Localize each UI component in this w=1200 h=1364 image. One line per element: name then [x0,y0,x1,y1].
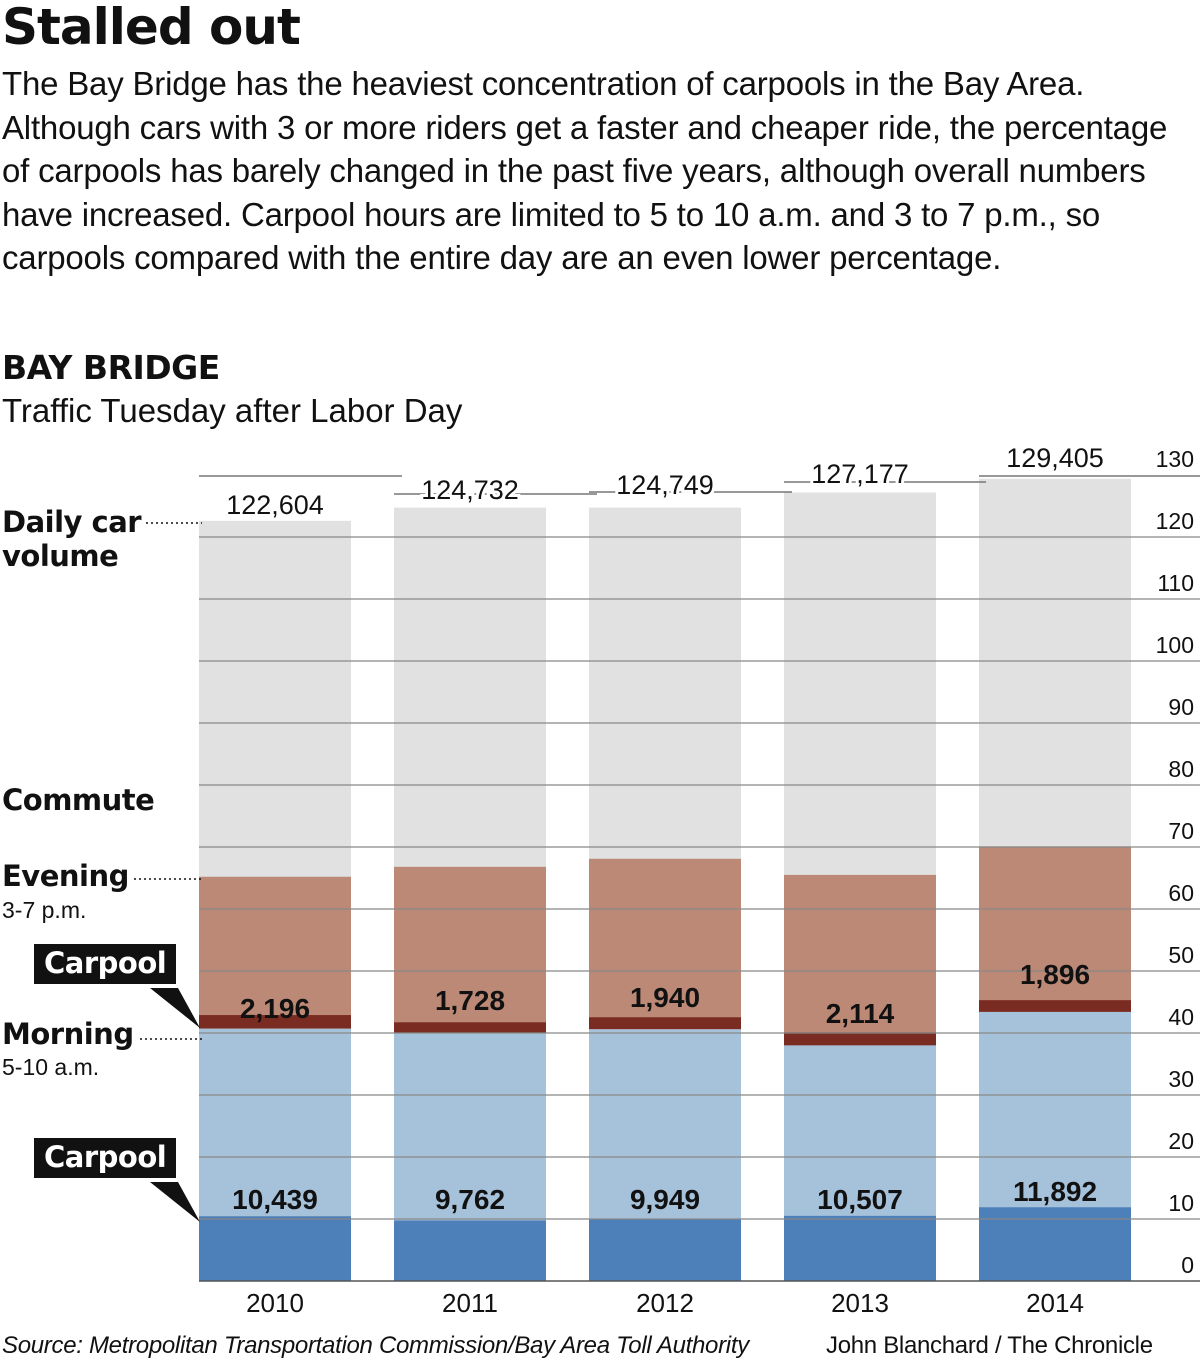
morning-label: Morning [2,1017,134,1051]
bar-morning-carpool-2014 [979,1207,1131,1281]
bar-evening-carpool-2012 [589,1017,741,1030]
x-tick-label: 2013 [831,1288,889,1318]
y-tick-label: 90 [1168,694,1194,720]
bar-evening-carpool-2013 [784,1032,936,1046]
credit: John Blanchard / The Chronicle [826,1332,1153,1359]
bar-evening-carpool-2010 [199,1015,351,1029]
evening-carpool-badge: Carpool [34,944,177,984]
daily-volume-value: 124,749 [616,470,714,500]
y-tick-label: 100 [1156,632,1194,658]
y-tick-label: 50 [1168,942,1194,968]
bar-evening-carpool-2014 [979,1000,1131,1012]
bar-morning-carpool-2012 [589,1219,741,1281]
y-tick-label: 10 [1168,1190,1194,1216]
bar-evening-2013 [784,874,936,1046]
daily-volume-value: 124,732 [421,475,519,505]
evening-carpool-value: 1,940 [630,982,700,1013]
morning-carpool-pointer [150,1182,200,1222]
page-title: Stalled out [2,0,301,56]
bar-evening-2014 [979,846,1131,1012]
daily-volume-value: 122,604 [226,490,324,520]
evening-carpool-pointer [150,988,200,1028]
y-tick-label: 30 [1168,1066,1194,1092]
morning-carpool-value: 9,949 [630,1184,700,1215]
stacked-bar-chart: 0 10 20 30 40 50 60 70 80 90 100 110 120 130 2010 2011 2… [134,440,1200,1318]
y-tick-label: 80 [1168,756,1194,782]
x-tick-label: 2014 [1026,1288,1084,1318]
bar-morning-carpool-2011 [394,1220,546,1281]
daily-volume-value: 129,405 [1006,443,1104,473]
evening-carpool-value: 2,196 [240,993,310,1024]
evening-carpool-value: 1,896 [1020,959,1090,990]
y-tick-label: 70 [1168,818,1194,844]
evening-carpool-value: 1,728 [435,985,505,1016]
morning-carpool-value: 10,439 [232,1184,318,1215]
morning-carpool-badge: Carpool [34,1138,177,1178]
daily-volume-value: 127,177 [811,459,909,489]
daily-volume-label: Daily car volume [2,505,142,573]
evening-hours-label: 3-7 p.m. [2,897,87,923]
bar-evening-2011 [394,866,546,1033]
chart-subtitle: Traffic Tuesday after Labor Day [2,392,463,429]
y-tick-label: 130 [1156,446,1194,472]
description: The Bay Bridge has the heaviest concentr… [2,65,1168,277]
evening-carpool-value: 2,114 [826,998,895,1029]
y-tick-label: 40 [1168,1004,1194,1030]
commute-label: Commute [2,783,155,817]
bar-evening-2012 [589,858,741,1030]
evening-label: Evening [2,859,129,893]
x-tick-label: 2012 [636,1288,694,1318]
morning-carpool-value: 11,892 [1013,1176,1097,1207]
morning-carpool-value: 10,507 [817,1184,903,1215]
y-tick-label: 120 [1156,508,1194,534]
daily-volume-label-line2: volume [2,539,119,573]
y-tick-label: 110 [1157,570,1194,596]
morning-carpool-value: 9,762 [435,1184,505,1215]
daily-volume-label-line1: Daily car [2,505,142,539]
x-tick-label: 2010 [246,1288,304,1318]
bar-evening-carpool-2011 [394,1022,546,1033]
source-note: Source: Metropolitan Transportation Comm… [2,1332,749,1359]
bar-morning-carpool-2010 [199,1216,351,1281]
y-tick-label: 20 [1168,1128,1194,1154]
bar-evening-2010 [199,876,351,1029]
x-tick-label: 2011 [442,1288,498,1318]
y-tick-label: 0 [1181,1252,1194,1278]
morning-hours-label: 5-10 a.m. [2,1054,100,1080]
y-tick-label: 60 [1168,880,1194,906]
chart-title: BAY BRIDGE [2,348,220,387]
bar-morning-carpool-2013 [784,1215,936,1281]
